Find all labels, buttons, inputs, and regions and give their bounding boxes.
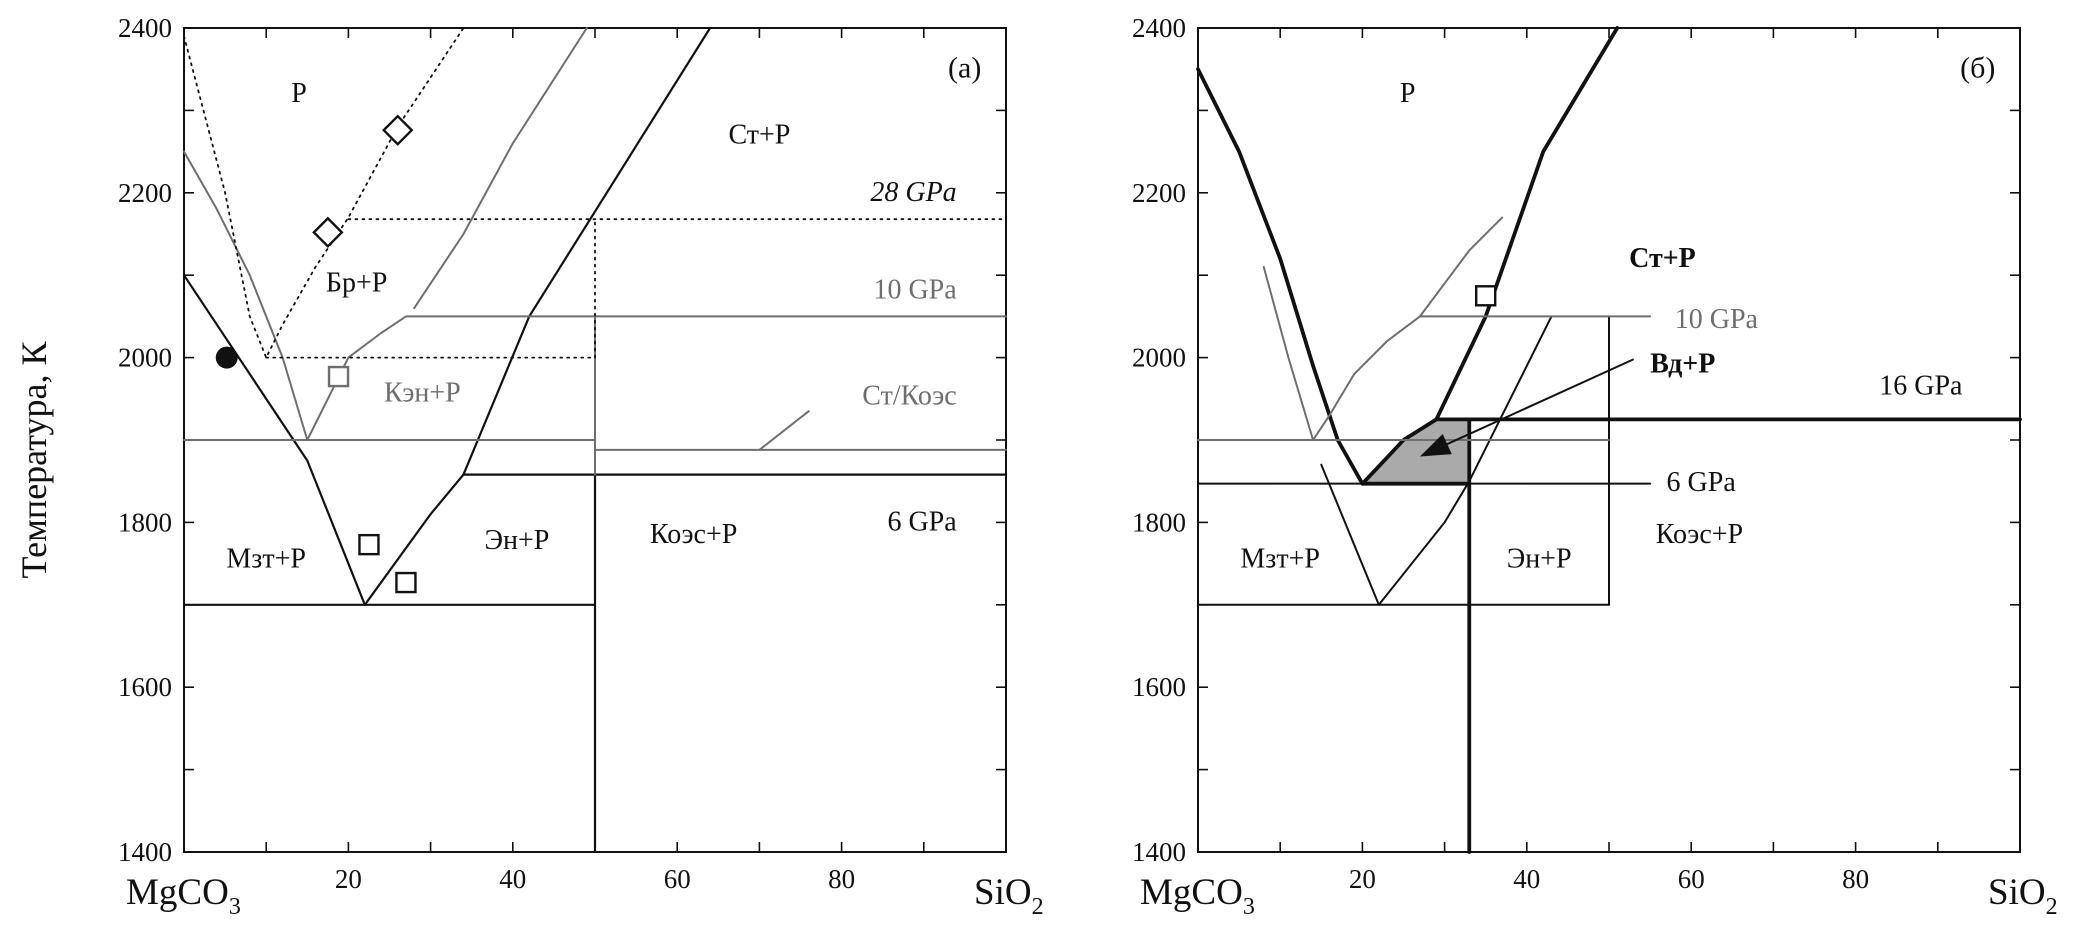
y-tick-label: 2000 [118,343,172,373]
phase-line-10-gpa [758,410,810,451]
y-tick-label: 2200 [118,178,172,208]
chart-label: 10 GPa [873,274,957,305]
shaded-region [1362,419,1470,484]
x-axis-left-label: MgCO3 [126,872,241,920]
marker-square [395,571,417,594]
x-axis-left-label: MgCO3 [1140,872,1255,920]
phase-line-16-gpa [1196,67,1365,486]
chart-label: Кэн+Р [384,377,461,408]
y-tick-label: 2400 [118,13,172,43]
x-tick-label: 80 [1842,864,1869,894]
chart-label: Эн+Р [484,525,549,556]
chart-label: Коэс+Р [1656,519,1743,550]
phase-line-6-gpa [462,26,712,476]
chart-label: (б) [1960,51,1995,84]
chart-label: Мзт+Р [226,544,306,575]
arrow-shaft [1446,358,1635,445]
marker-square [358,533,380,556]
phase-line-10-gpa [1262,265,1652,441]
y-tick-label: 1600 [1132,672,1186,702]
chart-label: 16 GPa [1879,371,1963,402]
phase-line-10-gpa [413,27,588,310]
x-axis-right-label: SiO2 [1988,872,2058,920]
x-axis-right-subscript: 2 [2046,894,2058,920]
chart-label: 6 GPa [1667,467,1737,498]
phase-line-10-gpa [1418,216,1504,318]
y-tick-label: 1800 [1132,507,1186,537]
chart-label: 6 GPa [887,507,957,538]
chart-label: Ст/Коэс [862,381,956,412]
y-tick-label: 1400 [118,837,172,867]
x-axis-right-label: SiO2 [974,872,1044,920]
chart-label: Коэс+Р [650,519,737,550]
x-axis-left-subscript: 3 [1243,894,1255,920]
x-tick-label: 80 [828,864,855,894]
panel-b: 1400 1600 1800 2000 2200 2400 20 40 60 80 MgCO3 SiO… [1132,13,2058,920]
x-axis-left-subscript: 3 [229,894,241,920]
chart-label: Ст+Р [1629,243,1696,274]
marker-circle [215,346,238,369]
y-tick-label: 2400 [1132,13,1186,43]
y-tick-label: 1600 [118,672,172,702]
y-tick-label: 2000 [1132,343,1186,373]
chart-label: Вд+Р [1650,348,1715,379]
arrow-head [1419,434,1452,457]
y-tick-label: 1400 [1132,837,1186,867]
y-tick-label: 2200 [1132,178,1186,208]
chart-label: Эн+Р [1507,544,1572,575]
phase-line-10-gpa [183,150,1007,441]
chart-label: Бр+Р [326,268,387,299]
marker-diamond [312,216,344,249]
chart-label: Мзт+Р [1240,544,1320,575]
chart-label: 10 GPa [1675,304,1759,335]
chart-label: (а) [948,51,981,84]
chart-label: 28 GPa [870,177,956,208]
phase-line-6-gpa [1320,315,1553,606]
x-tick-label: 40 [499,864,526,894]
x-tick-label: 40 [1513,864,1540,894]
phase-line-16-gpa [1434,26,1620,422]
x-axis-right-subscript: 2 [1032,894,1044,920]
x-tick-label: 20 [1349,864,1376,894]
x-tick-label: 20 [335,864,362,894]
marker-square [1474,285,1497,307]
y-axis-label: Температура, К [14,341,54,579]
chart-label: Ст+Р [728,119,790,150]
panel-a: 1400 1600 1800 2000 2200 2400 20 40 60 80 MgCO3 SiO… [118,13,1044,920]
marker-square [327,365,350,388]
x-tick-label: 60 [664,864,691,894]
chart-label: Р [291,78,307,109]
x-tick-label: 60 [1678,864,1705,894]
marker-diamond [382,114,414,146]
y-tick-label: 1800 [118,507,172,537]
phase-line-28-gpa [183,27,465,359]
chart-label: Р [1400,78,1416,109]
